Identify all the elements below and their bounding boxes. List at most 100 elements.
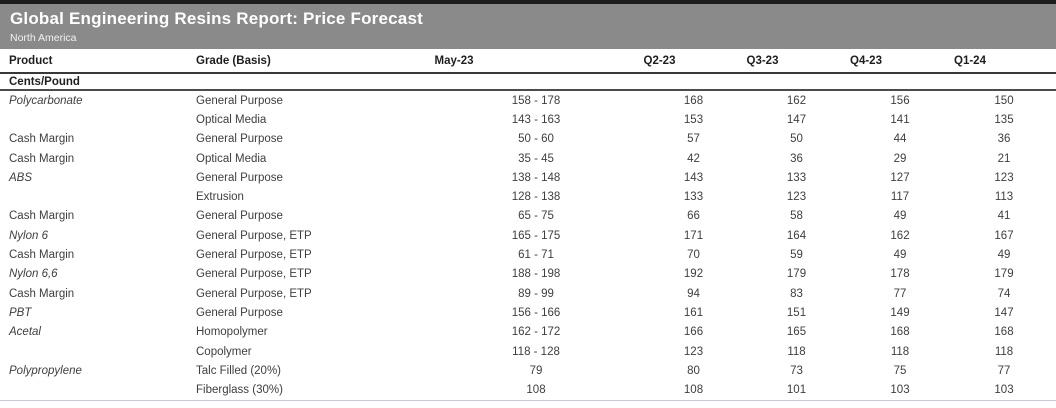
product-cell: Polypropylene: [9, 364, 82, 377]
value-cell: 103: [890, 384, 910, 397]
value-cell: 73: [790, 364, 803, 377]
report-header: Global Engineering Resins Report: Price …: [0, 0, 1056, 49]
column-header-label: Q3-23: [746, 54, 779, 67]
value-cell: 147: [994, 306, 1014, 319]
value-cell: 36: [997, 133, 1011, 146]
grade-cell: Optical Media: [196, 152, 267, 165]
value-cell: 77: [893, 287, 907, 300]
value-cell: 57: [687, 133, 700, 146]
value-cell: 178: [890, 268, 910, 281]
value-cell: 158 - 178: [511, 94, 561, 107]
value-cell: 135: [994, 113, 1014, 126]
column-header-label: May-23: [434, 54, 474, 67]
value-cell: 161: [683, 306, 704, 319]
value-cell: 168: [890, 326, 910, 339]
value-cell: 42: [687, 152, 700, 165]
value-cell: 77: [997, 364, 1011, 377]
value-cell: 118: [890, 345, 910, 358]
value-cell: 29: [893, 152, 907, 165]
value-cell: 101: [786, 384, 807, 397]
value-cell: 75: [893, 364, 907, 377]
value-cell: 59: [790, 249, 803, 262]
value-cell: 103: [994, 384, 1014, 397]
column-header-label: Q2-23: [643, 54, 676, 67]
value-cell: 113: [994, 191, 1014, 204]
value-cell: 156 - 166: [511, 306, 561, 319]
column-header-label: Grade (Basis): [196, 54, 271, 67]
product-cell: Nylon 6,6: [9, 268, 58, 281]
table-header-row: Product Grade (Basis) May-23 Q2-23 Q3-23…: [0, 49, 1056, 74]
grade-cell: General Purpose: [196, 133, 283, 146]
table-body: Polycarbonate General Purpose 158 - 178 168…: [0, 91, 1056, 401]
value-cell: 70: [687, 249, 700, 262]
value-cell: 133: [786, 171, 807, 184]
table-row: Copolymer 118 - 128 123 118 118 118: [0, 342, 1056, 361]
value-cell: 164: [786, 229, 807, 242]
table-row: Acetal Homopolymer 162 - 172 166 165 168 168: [0, 323, 1056, 342]
value-cell: 58: [790, 210, 803, 223]
value-cell: 127: [890, 171, 910, 184]
grade-cell: Fiberglass (30%): [196, 384, 283, 397]
table-row: Nylon 6 General Purpose, ETP 165 - 175 171 1…: [0, 226, 1056, 245]
unit-section-row: Cents/Pound: [0, 74, 1056, 91]
value-cell: 143: [683, 171, 704, 184]
value-cell: 168: [683, 94, 704, 107]
grade-cell: Copolymer: [196, 345, 252, 358]
product-cell: ABS: [9, 171, 33, 184]
value-cell: 50: [790, 133, 803, 146]
grade-cell: General Purpose, ETP: [196, 229, 312, 242]
value-cell: 79: [529, 364, 543, 377]
value-cell: 66: [687, 210, 700, 223]
value-cell: 123: [994, 171, 1014, 184]
value-cell: 192: [683, 268, 704, 281]
value-cell: 141: [890, 113, 910, 126]
grade-cell: General Purpose: [196, 210, 283, 223]
report-title: Global Engineering Resins Report: Price …: [10, 9, 423, 28]
value-cell: 128 - 138: [511, 191, 561, 204]
column-header-q3-23: Q3-23: [745, 55, 848, 67]
value-cell: 65 - 75: [518, 210, 554, 223]
value-cell: 162: [786, 94, 807, 107]
value-cell: 149: [890, 306, 910, 319]
column-header-q4-23: Q4-23: [848, 55, 952, 67]
value-cell: 83: [790, 287, 803, 300]
table-row: Extrusion 128 - 138 133 123 117 113: [0, 187, 1056, 206]
table-row: Fiberglass (30%) 108 108 101 103 103: [0, 380, 1056, 399]
value-cell: 118 - 128: [512, 345, 560, 358]
value-cell: 94: [687, 287, 700, 300]
grade-cell: Optical Media: [196, 113, 267, 126]
value-cell: 108: [526, 384, 546, 397]
table-row: Nylon 6,6 General Purpose, ETP 188 - 198 19…: [0, 265, 1056, 284]
value-cell: 21: [997, 152, 1011, 165]
column-header-may-23: May-23: [430, 55, 642, 67]
value-cell: 167: [994, 229, 1014, 242]
grade-cell: Talc Filled (20%): [196, 364, 281, 377]
column-header-grade-basis: Grade (Basis): [188, 55, 430, 67]
value-cell: 118: [994, 345, 1014, 358]
value-cell: 165: [786, 326, 807, 339]
table-row: PBT General Purpose 156 - 166 161 151 149 147: [0, 303, 1056, 322]
value-cell: 162: [890, 229, 910, 242]
grade-cell: General Purpose, ETP: [196, 287, 312, 300]
table-row: Cash Margin General Purpose, ETP 61 - 71 70…: [0, 245, 1056, 264]
value-cell: 153: [683, 113, 704, 126]
product-cell: Cash Margin: [9, 287, 75, 300]
value-cell: 49: [893, 210, 907, 223]
price-forecast-table: Product Grade (Basis) May-23 Q2-23 Q3-23…: [0, 49, 1056, 401]
value-cell: 156: [890, 94, 910, 107]
value-cell: 147: [786, 113, 807, 126]
value-cell: 89 - 99: [518, 287, 554, 300]
table-row: Polypropylene Talc Filled (20%) 79 80 73 75 77: [0, 361, 1056, 380]
value-cell: 61 - 71: [518, 249, 554, 262]
table-row: Polycarbonate General Purpose 158 - 178 168…: [0, 91, 1056, 110]
column-header-product: Product: [0, 55, 188, 67]
value-cell: 162 - 172: [511, 326, 561, 339]
value-cell: 35 - 45: [518, 152, 554, 165]
product-cell: Cash Margin: [9, 210, 75, 223]
column-header-label: Q1-24: [954, 54, 986, 67]
product-cell: Polycarbonate: [9, 94, 83, 107]
column-header-label: Product: [9, 54, 53, 67]
value-cell: 150: [994, 94, 1014, 107]
value-cell: 168: [994, 326, 1014, 339]
value-cell: 143 - 163: [511, 113, 561, 126]
